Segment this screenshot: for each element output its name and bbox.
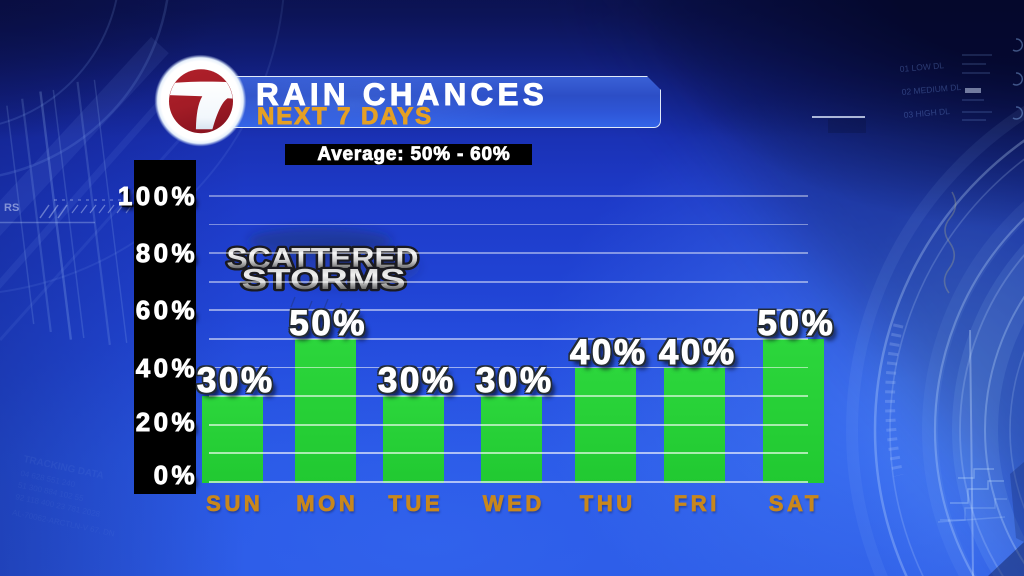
svg-text:STORMS: STORMS: [242, 264, 406, 296]
svg-text:01 LOW DL: 01 LOW DL: [899, 60, 944, 74]
svg-text:RS: RS: [4, 202, 19, 214]
svg-text:02 MEDIUM DL: 02 MEDIUM DL: [901, 82, 961, 97]
svg-text:SCATTERED: SCATTERED: [227, 243, 419, 275]
svg-text:03 HIGH DL: 03 HIGH DL: [903, 106, 950, 120]
